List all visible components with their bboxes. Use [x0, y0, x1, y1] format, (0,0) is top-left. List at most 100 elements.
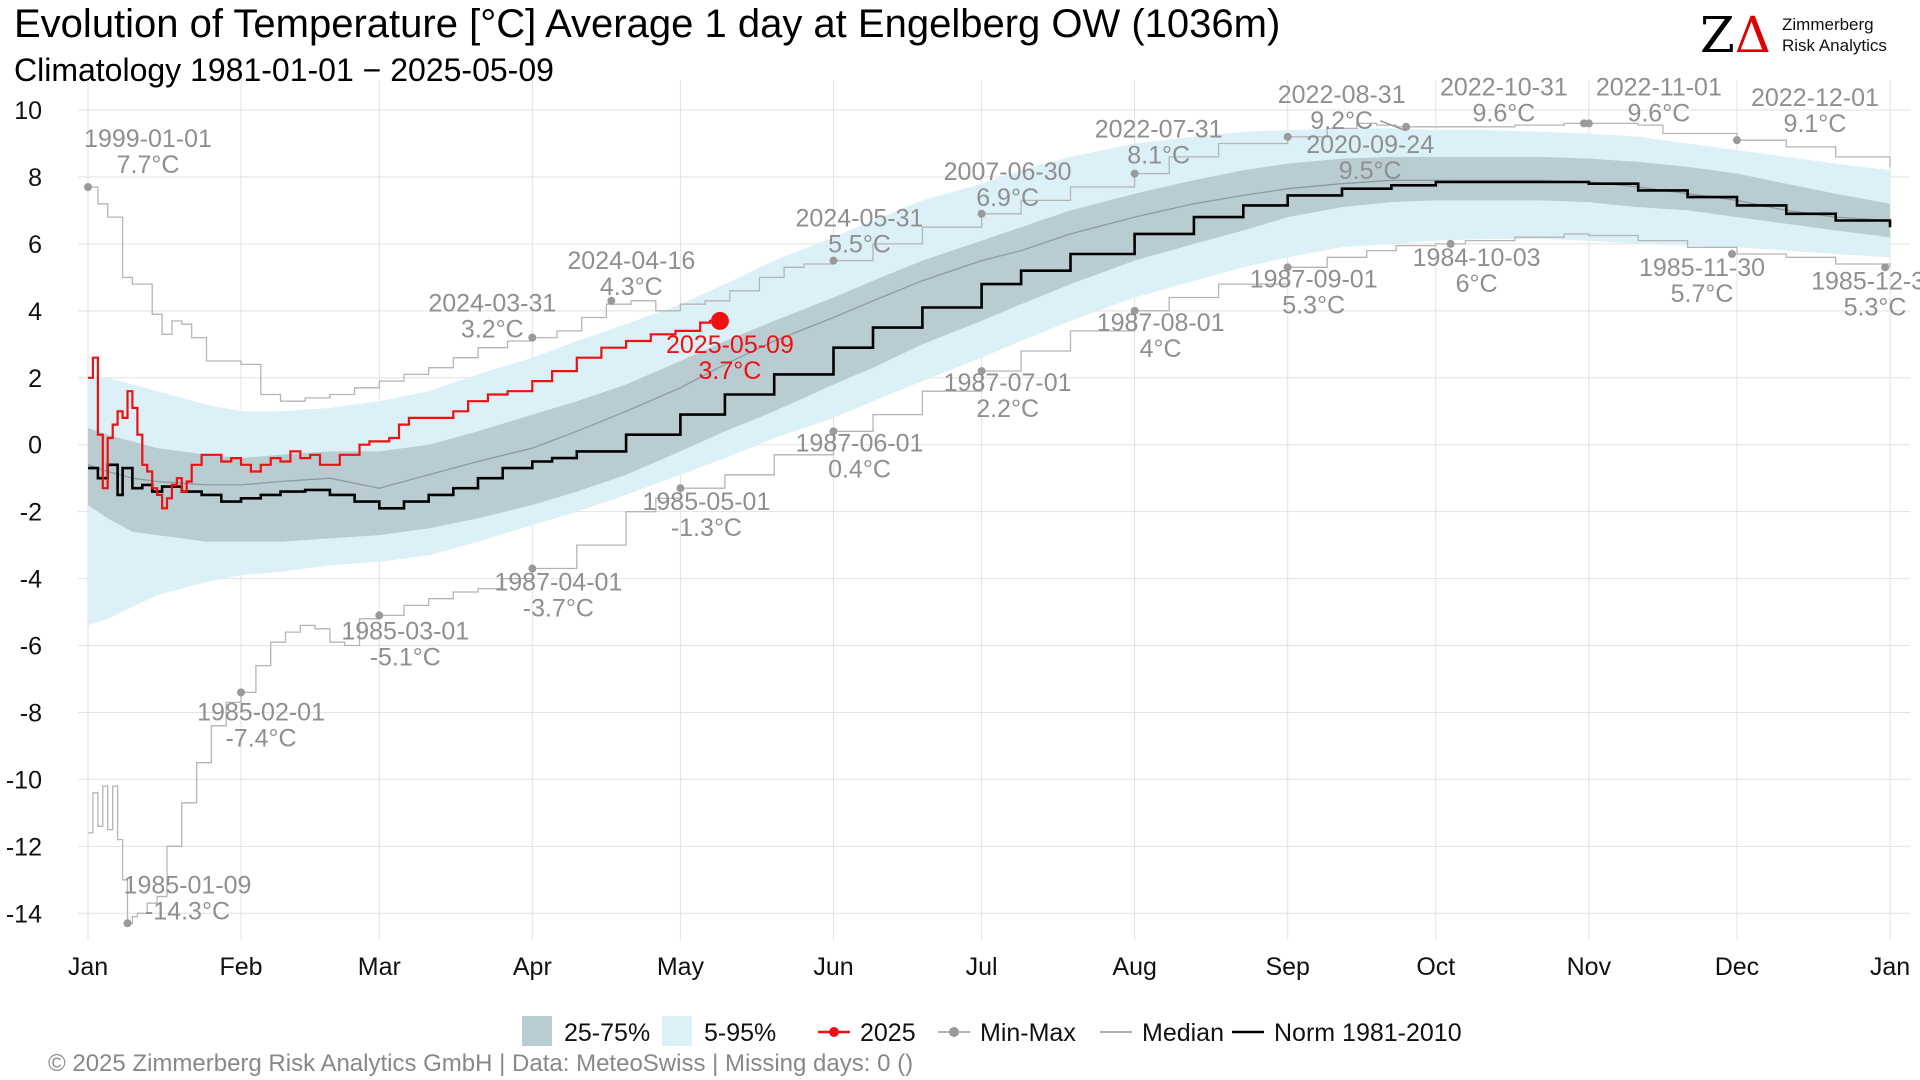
min-max-point [1130, 169, 1139, 178]
min-max-point [84, 183, 92, 192]
min-max-point [1402, 122, 1411, 131]
min-max-point [237, 688, 246, 697]
annotation-date: 1987-07-01 [944, 369, 1072, 397]
annotation-value: 4.3°C [600, 273, 663, 301]
series-line-min [88, 233, 1891, 924]
annotation-date: 2024-04-16 [567, 247, 695, 275]
x-tick-label: Oct [1416, 953, 1455, 981]
x-tick-label: Sep [1265, 953, 1309, 981]
annotation-date: 1985-05-01 [642, 488, 770, 516]
x-tick-label: Jun [813, 953, 853, 981]
min-max-point [676, 484, 685, 493]
annotation-value: -5.1°C [370, 643, 441, 671]
current-point-value: 3.7°C [699, 357, 762, 385]
y-tick-label: -8 [20, 699, 42, 727]
min-max-point [977, 209, 986, 218]
x-tick-label: Jan [68, 953, 108, 981]
annotation-date: 1987-09-01 [1250, 265, 1378, 293]
min-max-point [1283, 263, 1292, 272]
min-max-point [977, 367, 986, 376]
annotation-value: 9.5°C [1339, 157, 1402, 185]
y-tick-label: -12 [6, 833, 42, 861]
annotation-date: 2022-08-31 [1278, 81, 1406, 109]
annotation-date: 2007-06-30 [944, 158, 1072, 186]
current-point-date: 2025-05-09 [666, 331, 794, 359]
legend: 25-75% 5-95% 2025 Min-Max Median Norm 1981-20… [522, 1016, 1462, 1047]
current-value-point [710, 311, 729, 330]
min-max-point [829, 256, 838, 265]
legend-swatch-5-95 [662, 1016, 692, 1046]
annotation-date: 1987-06-01 [796, 429, 924, 457]
min-max-point [528, 564, 537, 573]
y-tick-label: -4 [20, 566, 42, 594]
annotation-date: 2024-05-31 [796, 205, 924, 233]
annotation-value: 5.3°C [1282, 291, 1345, 319]
annotation-date: 2020-09-24 [1306, 131, 1434, 159]
x-tick-label: Aug [1112, 953, 1156, 981]
min-max-point [123, 919, 132, 928]
x-tick-label: Jul [966, 953, 998, 981]
min-max-point [829, 427, 838, 436]
annotation-value: 9.2°C [1310, 107, 1373, 135]
y-tick-label: 6 [28, 231, 42, 259]
company-logo: ZΔ Zimmerberg Risk Analytics [1700, 6, 1910, 66]
annotation-value: 5.3°C [1844, 293, 1907, 321]
x-tick-label: Apr [513, 953, 552, 981]
min-max-point [528, 333, 537, 342]
y-tick-label: 8 [28, 164, 42, 192]
y-tick-label: -6 [20, 633, 42, 661]
annotation-value: 0.4°C [828, 455, 891, 483]
annotation-date: 2022-11-01 [1596, 73, 1722, 101]
y-tick-label: -14 [6, 900, 42, 928]
annotation-date: 1987-04-01 [494, 569, 622, 597]
annotation-value: -1.3°C [671, 514, 742, 542]
annotation-date: 1985-01-09 [124, 871, 252, 899]
min-max-point [375, 611, 384, 620]
annotation-value: -3.7°C [523, 595, 594, 623]
legend-swatch-25-75 [522, 1016, 552, 1046]
y-tick-label: -2 [20, 499, 42, 527]
y-tick-label: 2 [28, 365, 42, 393]
min-max-point [1130, 306, 1139, 315]
y-tick-label: 0 [28, 432, 42, 460]
annotation-date: 2024-03-31 [428, 290, 556, 318]
annotation-date: 1985-11-30 [1639, 254, 1765, 282]
legend-point-min-max [949, 1027, 959, 1037]
annotation-value: -14.3°C [145, 897, 230, 925]
footer-copyright: © 2025 Zimmerberg Risk Analytics GmbH | … [48, 1050, 914, 1077]
annotation-date: 2022-10-31 [1440, 73, 1568, 101]
legend-point-2025 [829, 1027, 839, 1037]
chart-subtitle: Climatology 1981-01-01 − 2025-05-09 [14, 52, 554, 88]
min-max-points [84, 119, 1890, 928]
annotation-value: 9.6°C [1627, 99, 1690, 127]
annotation-value: 6.9°C [976, 184, 1039, 212]
min-max-point [1446, 239, 1455, 248]
chart-title: Evolution of Temperature [°C] Average 1 … [14, 2, 1281, 46]
annotation-value: 3.2°C [461, 316, 524, 344]
annotation-date: 2022-07-31 [1095, 116, 1223, 144]
legend-label: 2025 [860, 1019, 916, 1047]
annotation-date: 1987-08-01 [1097, 309, 1225, 337]
x-tick-label: Dec [1715, 953, 1759, 981]
min-max-point [607, 296, 616, 305]
annotation-date: 1985-02-01 [197, 698, 325, 726]
y-tick-label: 4 [28, 298, 42, 326]
logo-mark: ZΔ [1700, 6, 1771, 64]
y-tick-label: -10 [6, 766, 42, 794]
annotation-value: 5.5°C [828, 231, 891, 259]
x-tick-label: Mar [358, 953, 401, 981]
annotation-value: 9.1°C [1784, 110, 1847, 138]
annotation-value: 4°C [1140, 335, 1182, 363]
axis-tick-labels: -14 -12 -10 -8 -6 -4 -2 0 2 4 6 8 10 Jan Feb Mar Apr May J… [6, 97, 1910, 981]
y-tick-label: 10 [14, 97, 42, 125]
annotation-value: 5.7°C [1671, 280, 1734, 308]
legend-label: Norm 1981-2010 [1274, 1019, 1462, 1047]
x-tick-label: Feb [219, 953, 262, 981]
annotation-value: 7.7°C [117, 151, 180, 179]
annotation-leader-line [1379, 120, 1407, 132]
annotation-date: 1999-01-01 [84, 125, 212, 153]
logo-line-1: Zimmerberg [1782, 15, 1874, 34]
legend-label: 5-95% [704, 1019, 776, 1047]
